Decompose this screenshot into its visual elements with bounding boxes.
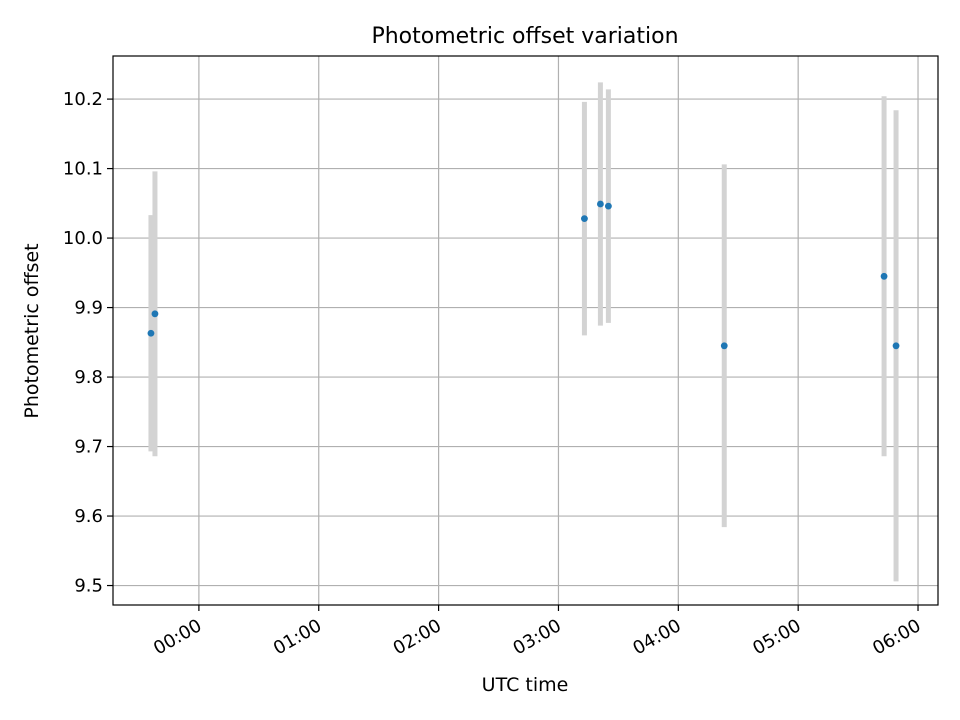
data-point (151, 310, 159, 318)
y-tick-label: 9.9 (74, 298, 103, 319)
y-axis-label: Photometric offset (21, 243, 43, 418)
data-points (147, 200, 900, 350)
y-tick-label: 9.7 (74, 437, 103, 458)
x-axis-label: UTC time (482, 674, 569, 696)
data-point (581, 215, 588, 223)
chart-title: Photometric offset variation (371, 24, 678, 49)
plot-frame (112, 55, 939, 606)
y-tick-label: 10.0 (63, 228, 103, 249)
data-point (597, 200, 604, 208)
data-point (892, 342, 900, 350)
y-tick-label: 9.6 (74, 506, 103, 527)
grid (113, 56, 938, 605)
y-axis-ticks: 9.5 9.6 9.7 9.8 9.9 10.0 10.1 10.2 (63, 89, 113, 597)
data-point (720, 342, 728, 350)
data-point (604, 202, 612, 210)
data-point (880, 272, 888, 280)
y-tick-label: 9.5 (74, 576, 103, 597)
data-point (147, 329, 155, 337)
y-tick-label: 10.1 (63, 159, 103, 180)
y-tick-label: 9.8 (74, 367, 103, 388)
y-tick-label: 10.2 (63, 89, 103, 110)
